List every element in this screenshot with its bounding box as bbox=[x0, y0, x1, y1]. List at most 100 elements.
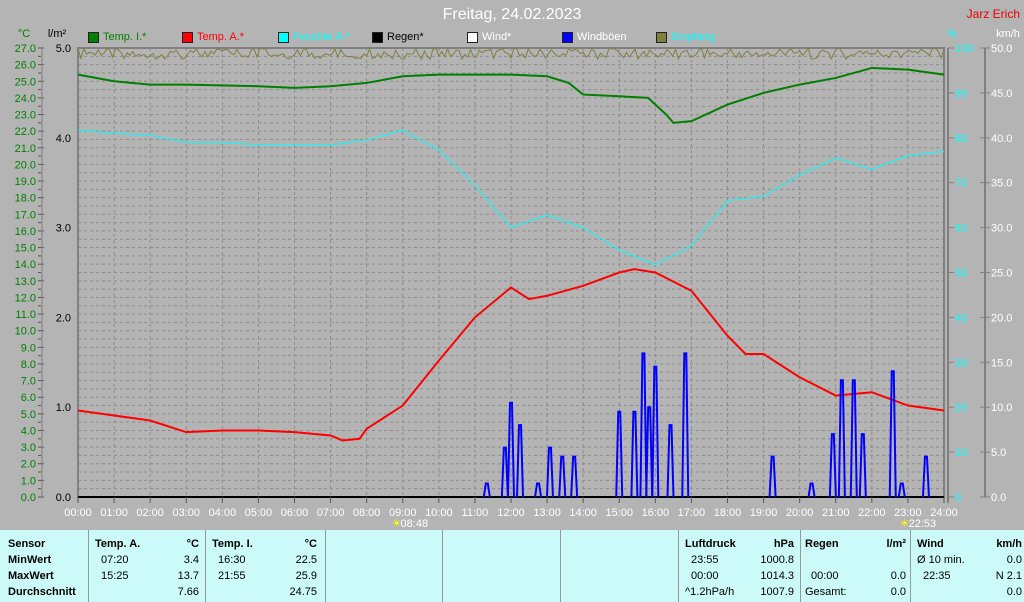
series-windböen-spike bbox=[807, 482, 816, 498]
temp-tick-label: 10.0 bbox=[15, 326, 36, 338]
temp-i-min-time: 16:30 bbox=[218, 554, 246, 566]
author-label: Jarz Erich bbox=[966, 7, 1020, 21]
x-tick-label: 06:00 bbox=[281, 507, 309, 519]
x-tick-label: 16:00 bbox=[642, 507, 670, 519]
legend-temp-a: Temp. A.* bbox=[182, 31, 244, 43]
x-tick-label: 12:00 bbox=[497, 507, 525, 519]
weather-chart: °C l/m²% km/h 0.0 1.0 2.0 3.0 4.0 5.0 6.0 7.0 8.0 9.… bbox=[15, 28, 1020, 530]
wind-axis-unit: km/h bbox=[996, 28, 1020, 40]
temp-tick-label: 27.0 bbox=[15, 43, 36, 55]
series-windböen-spike bbox=[507, 401, 515, 498]
series-windböen-spike bbox=[630, 410, 639, 498]
rain-total-label: Gesamt: bbox=[805, 586, 847, 598]
series-windböen-spike bbox=[828, 433, 837, 498]
series-windböen-spike bbox=[849, 379, 858, 498]
x-tick-label: 07:00 bbox=[317, 507, 345, 519]
temp-tick-label: 3.0 bbox=[21, 442, 36, 454]
series-windböen-spike bbox=[888, 370, 897, 498]
chart-title: Freitag, 24.02.2023 bbox=[442, 6, 582, 23]
col-empty-2 bbox=[442, 530, 560, 602]
humidity-tick-label: 80 bbox=[955, 133, 967, 145]
wind-tick-label: 10.0 bbox=[991, 402, 1012, 414]
series-windböen-spike bbox=[645, 406, 654, 498]
col-empty-1 bbox=[325, 530, 442, 602]
pressure-min: 1000.8 bbox=[760, 554, 794, 566]
temp-i-min: 22.5 bbox=[295, 554, 317, 566]
humidity-tick-label: 30 bbox=[955, 357, 967, 369]
series-windböen-spike bbox=[516, 424, 525, 498]
series-windböen-spike bbox=[897, 482, 906, 498]
temp-a-min-time: 07:20 bbox=[101, 554, 129, 566]
wind-total: 0.0 bbox=[1006, 586, 1022, 598]
x-tick-label: 04:00 bbox=[209, 507, 237, 519]
unit-temp-i: °C bbox=[304, 538, 317, 550]
humidity-tick-label: 10 bbox=[955, 447, 967, 459]
temp-tick-label: 18.0 bbox=[15, 193, 36, 205]
temp-a-max-time: 15:25 bbox=[101, 570, 129, 582]
wind-tick-label: 0.0 bbox=[991, 492, 1006, 504]
wind-max-time: 22:35 bbox=[923, 570, 951, 582]
legend-wind: Wind* bbox=[467, 31, 511, 43]
humidity-tick-label: 90 bbox=[955, 88, 967, 100]
col-wind: Wind km/h Ø 10 min. 0.0 22:35 N 2.1 0.0 bbox=[910, 530, 1024, 602]
rain-tick-label: 5.0 bbox=[56, 43, 71, 55]
series-windböen-spike bbox=[858, 433, 867, 498]
header-rain: Regen bbox=[805, 538, 839, 550]
series-temp-a-line bbox=[77, 268, 945, 442]
series-windböen-spike bbox=[570, 455, 579, 498]
header-temp-i: Temp. I. bbox=[212, 538, 253, 550]
temp-tick-label: 9.0 bbox=[21, 342, 36, 354]
wind-tick-label: 20.0 bbox=[991, 312, 1012, 324]
wind-tick-label: 30.0 bbox=[991, 223, 1012, 235]
wind-max: N 2.1 bbox=[995, 570, 1022, 582]
legend-gusts: Windböen bbox=[562, 31, 627, 43]
sunrise-icon: ☀ bbox=[392, 518, 402, 530]
temp-tick-label: 24.0 bbox=[15, 93, 36, 105]
humidity-tick-label: 70 bbox=[955, 178, 967, 190]
rain-tick-label: 3.0 bbox=[56, 223, 71, 235]
wind-avg-label: Ø 10 min. bbox=[917, 554, 965, 566]
series-windböen-spike bbox=[482, 482, 491, 498]
humidity-tick-label: 100 bbox=[955, 43, 973, 55]
x-tick-label: 01:00 bbox=[100, 507, 128, 519]
temp-a-avg: 7.66 bbox=[177, 586, 199, 598]
temp-i-max-time: 21:55 bbox=[218, 570, 246, 582]
series-empfang-line bbox=[77, 47, 945, 61]
wind-avg: 0.0 bbox=[1006, 554, 1022, 566]
series-windböen-spike bbox=[666, 424, 675, 498]
x-tick-label: 14:00 bbox=[569, 507, 597, 519]
temp-tick-label: 22.0 bbox=[15, 126, 36, 138]
series-windböen-spike bbox=[768, 455, 777, 498]
temp-tick-label: 6.0 bbox=[21, 392, 36, 404]
stats-table: Sensor MinWert MaxWert Durchschnitt Temp… bbox=[0, 530, 1024, 602]
legend-humidity: Feuchte A.* bbox=[278, 31, 350, 43]
temp-tick-label: 1.0 bbox=[21, 475, 36, 487]
col-pressure: Luftdruck hPa 23:55 1000.8 00:00 1014.3 … bbox=[678, 530, 800, 602]
temp-tick-label: 25.0 bbox=[15, 76, 36, 88]
rain-tick-label: 1.0 bbox=[56, 402, 71, 414]
col-empty-3 bbox=[560, 530, 678, 602]
x-tick-label: 08:00 bbox=[353, 507, 381, 519]
header-sensor: Sensor bbox=[8, 538, 46, 550]
x-tick-label: 17:00 bbox=[678, 507, 706, 519]
temp-tick-label: 2.0 bbox=[21, 459, 36, 471]
x-tick-label: 21:00 bbox=[822, 507, 850, 519]
series-windböen-spike bbox=[534, 482, 543, 498]
row-label-avg: Durchschnitt bbox=[8, 586, 76, 598]
pressure-min-time: 23:55 bbox=[691, 554, 719, 566]
series-feuchte-a-line bbox=[77, 129, 945, 266]
temp-tick-label: 16.0 bbox=[15, 226, 36, 238]
rain-tick-label: 4.0 bbox=[56, 133, 71, 145]
row-label-min: MinWert bbox=[8, 554, 52, 566]
rain-max: 0.0 bbox=[890, 570, 906, 582]
rain-tick-label: 0.0 bbox=[56, 492, 71, 504]
unit-wind: km/h bbox=[996, 538, 1022, 550]
temp-tick-label: 15.0 bbox=[15, 243, 36, 255]
wind-tick-label: 15.0 bbox=[991, 357, 1012, 369]
series-windböen-spike bbox=[545, 446, 554, 498]
temp-tick-label: 5.0 bbox=[21, 409, 36, 421]
wind-tick-label: 40.0 bbox=[991, 133, 1012, 145]
series-windböen-spike bbox=[615, 410, 624, 498]
pressure-trend: ^1.2hPa/h bbox=[685, 586, 735, 598]
sun-marker-label: 22:53 bbox=[909, 518, 937, 530]
